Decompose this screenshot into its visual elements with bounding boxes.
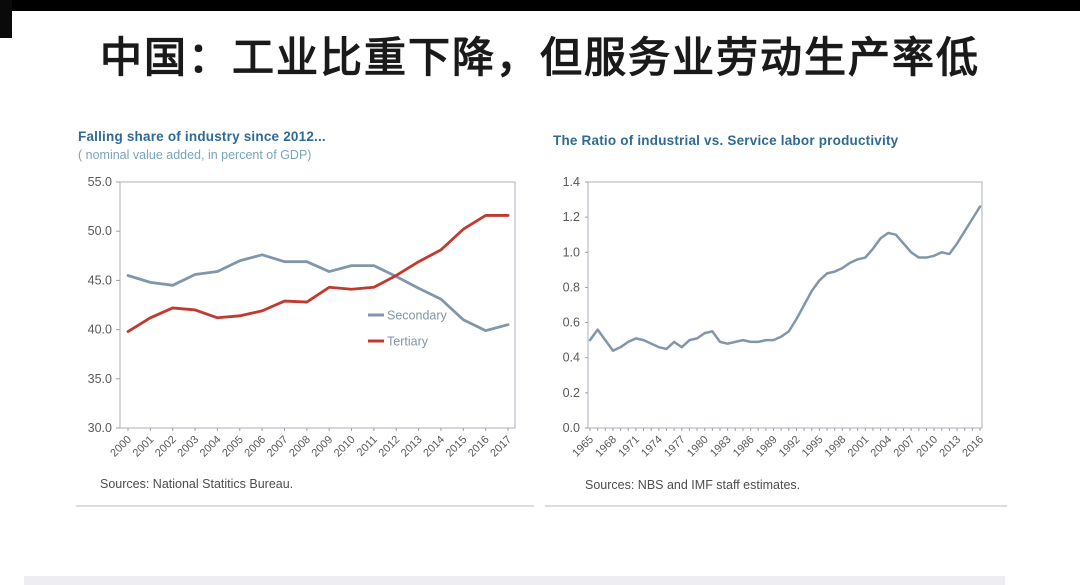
svg-text:2001: 2001 [131, 434, 157, 460]
svg-text:0.4: 0.4 [563, 351, 580, 365]
plot-frame [587, 181, 983, 429]
svg-text:2007: 2007 [265, 434, 291, 460]
svg-text:2016: 2016 [466, 434, 492, 460]
svg-text:2012: 2012 [377, 434, 403, 460]
svg-text:2004: 2004 [869, 434, 895, 460]
x-axis: 2000200120022003200420052006200720082009… [108, 428, 514, 459]
left-chart-source: Sources: National Statitics Bureau. [100, 477, 294, 491]
svg-text:0.0: 0.0 [563, 421, 580, 435]
svg-text:1989: 1989 [754, 434, 780, 460]
svg-text:2008: 2008 [287, 434, 313, 460]
right-chart-plot: 1.4 1.2 1.0 0.8 0.6 0.4 0.2 0.01965196819711974… [563, 175, 987, 459]
footer-strip [24, 576, 1005, 585]
left-chart-divider [76, 505, 534, 507]
svg-text:Tertiary: Tertiary [387, 335, 429, 349]
svg-text:2009: 2009 [309, 434, 335, 460]
series-secondary [126, 253, 510, 332]
svg-text:1998: 1998 [823, 434, 849, 460]
svg-text:1980: 1980 [685, 434, 711, 460]
svg-text:1986: 1986 [731, 434, 757, 460]
svg-text:55.0: 55.0 [88, 175, 112, 189]
series-lines [588, 205, 982, 352]
svg-text:40.0: 40.0 [88, 323, 112, 337]
svg-text:2013: 2013 [937, 434, 963, 460]
svg-text:2010: 2010 [914, 434, 940, 460]
svg-text:2017: 2017 [488, 434, 514, 460]
svg-text:2000: 2000 [108, 434, 134, 460]
svg-text:0.2: 0.2 [563, 386, 580, 400]
svg-text:2002: 2002 [153, 434, 179, 460]
svg-text:1.0: 1.0 [563, 245, 580, 259]
plot-frame [119, 181, 516, 429]
svg-text:35.0: 35.0 [88, 372, 112, 386]
svg-text:1965: 1965 [570, 434, 596, 460]
svg-text:1.2: 1.2 [563, 210, 580, 224]
y-axis: 1.4 1.2 1.0 0.8 0.6 0.4 0.2 0.0 [563, 175, 588, 435]
x-axis: 1965196819711974197719801983198619891992… [570, 428, 986, 459]
svg-text:1974: 1974 [639, 434, 665, 460]
legend: Secondary Tertiary [368, 309, 448, 349]
svg-text:30.0: 30.0 [88, 421, 112, 435]
svg-text:0.8: 0.8 [563, 280, 580, 294]
svg-text:1971: 1971 [616, 434, 642, 460]
svg-text:2001: 2001 [846, 434, 872, 460]
svg-text:1983: 1983 [708, 434, 734, 460]
left-chart-plot: 55.0 50.0 45.0 40.0 35.0 30.02000200120022003… [88, 175, 516, 459]
series-ratio of industrial vs. service labor productivity [588, 205, 982, 352]
svg-text:1.4: 1.4 [563, 175, 580, 189]
svg-text:2007: 2007 [891, 434, 917, 460]
svg-text:2013: 2013 [399, 434, 425, 460]
svg-text:Secondary: Secondary [387, 309, 448, 323]
svg-text:2011: 2011 [355, 434, 380, 459]
top-black-bar [0, 0, 1080, 11]
y-axis: 55.0 50.0 45.0 40.0 35.0 30.0 [88, 175, 120, 435]
right-chart-source: Sources: NBS and IMF staff estimates. [585, 478, 801, 492]
svg-text:1977: 1977 [662, 434, 688, 460]
svg-text:2006: 2006 [242, 434, 268, 460]
svg-text:45.0: 45.0 [88, 273, 112, 287]
series-tertiary [126, 214, 510, 333]
svg-text:2010: 2010 [332, 434, 358, 460]
svg-text:1992: 1992 [777, 434, 803, 460]
svg-text:0.6: 0.6 [563, 316, 580, 330]
svg-text:1968: 1968 [593, 434, 619, 460]
svg-text:1995: 1995 [800, 434, 826, 460]
series-lines [126, 214, 510, 333]
svg-text:2004: 2004 [198, 434, 224, 460]
slide-title: 中国：工业比重下降，但服务业劳动生产率低 [99, 34, 980, 81]
left-chart-subtitle: ( nominal value added, in percent of GDP… [78, 148, 312, 162]
svg-text:2005: 2005 [220, 434, 246, 460]
svg-text:2016: 2016 [960, 434, 986, 460]
svg-text:2003: 2003 [175, 434, 201, 460]
top-left-corner-mark [0, 0, 12, 38]
left-chart-title: Falling share of industry since 2012... [78, 129, 326, 144]
svg-text:2015: 2015 [444, 434, 470, 460]
svg-text:2014: 2014 [421, 434, 447, 460]
svg-text:50.0: 50.0 [88, 224, 112, 238]
right-chart-title: The Ratio of industrial vs. Service labo… [553, 133, 899, 148]
right-chart-divider [545, 505, 1007, 507]
